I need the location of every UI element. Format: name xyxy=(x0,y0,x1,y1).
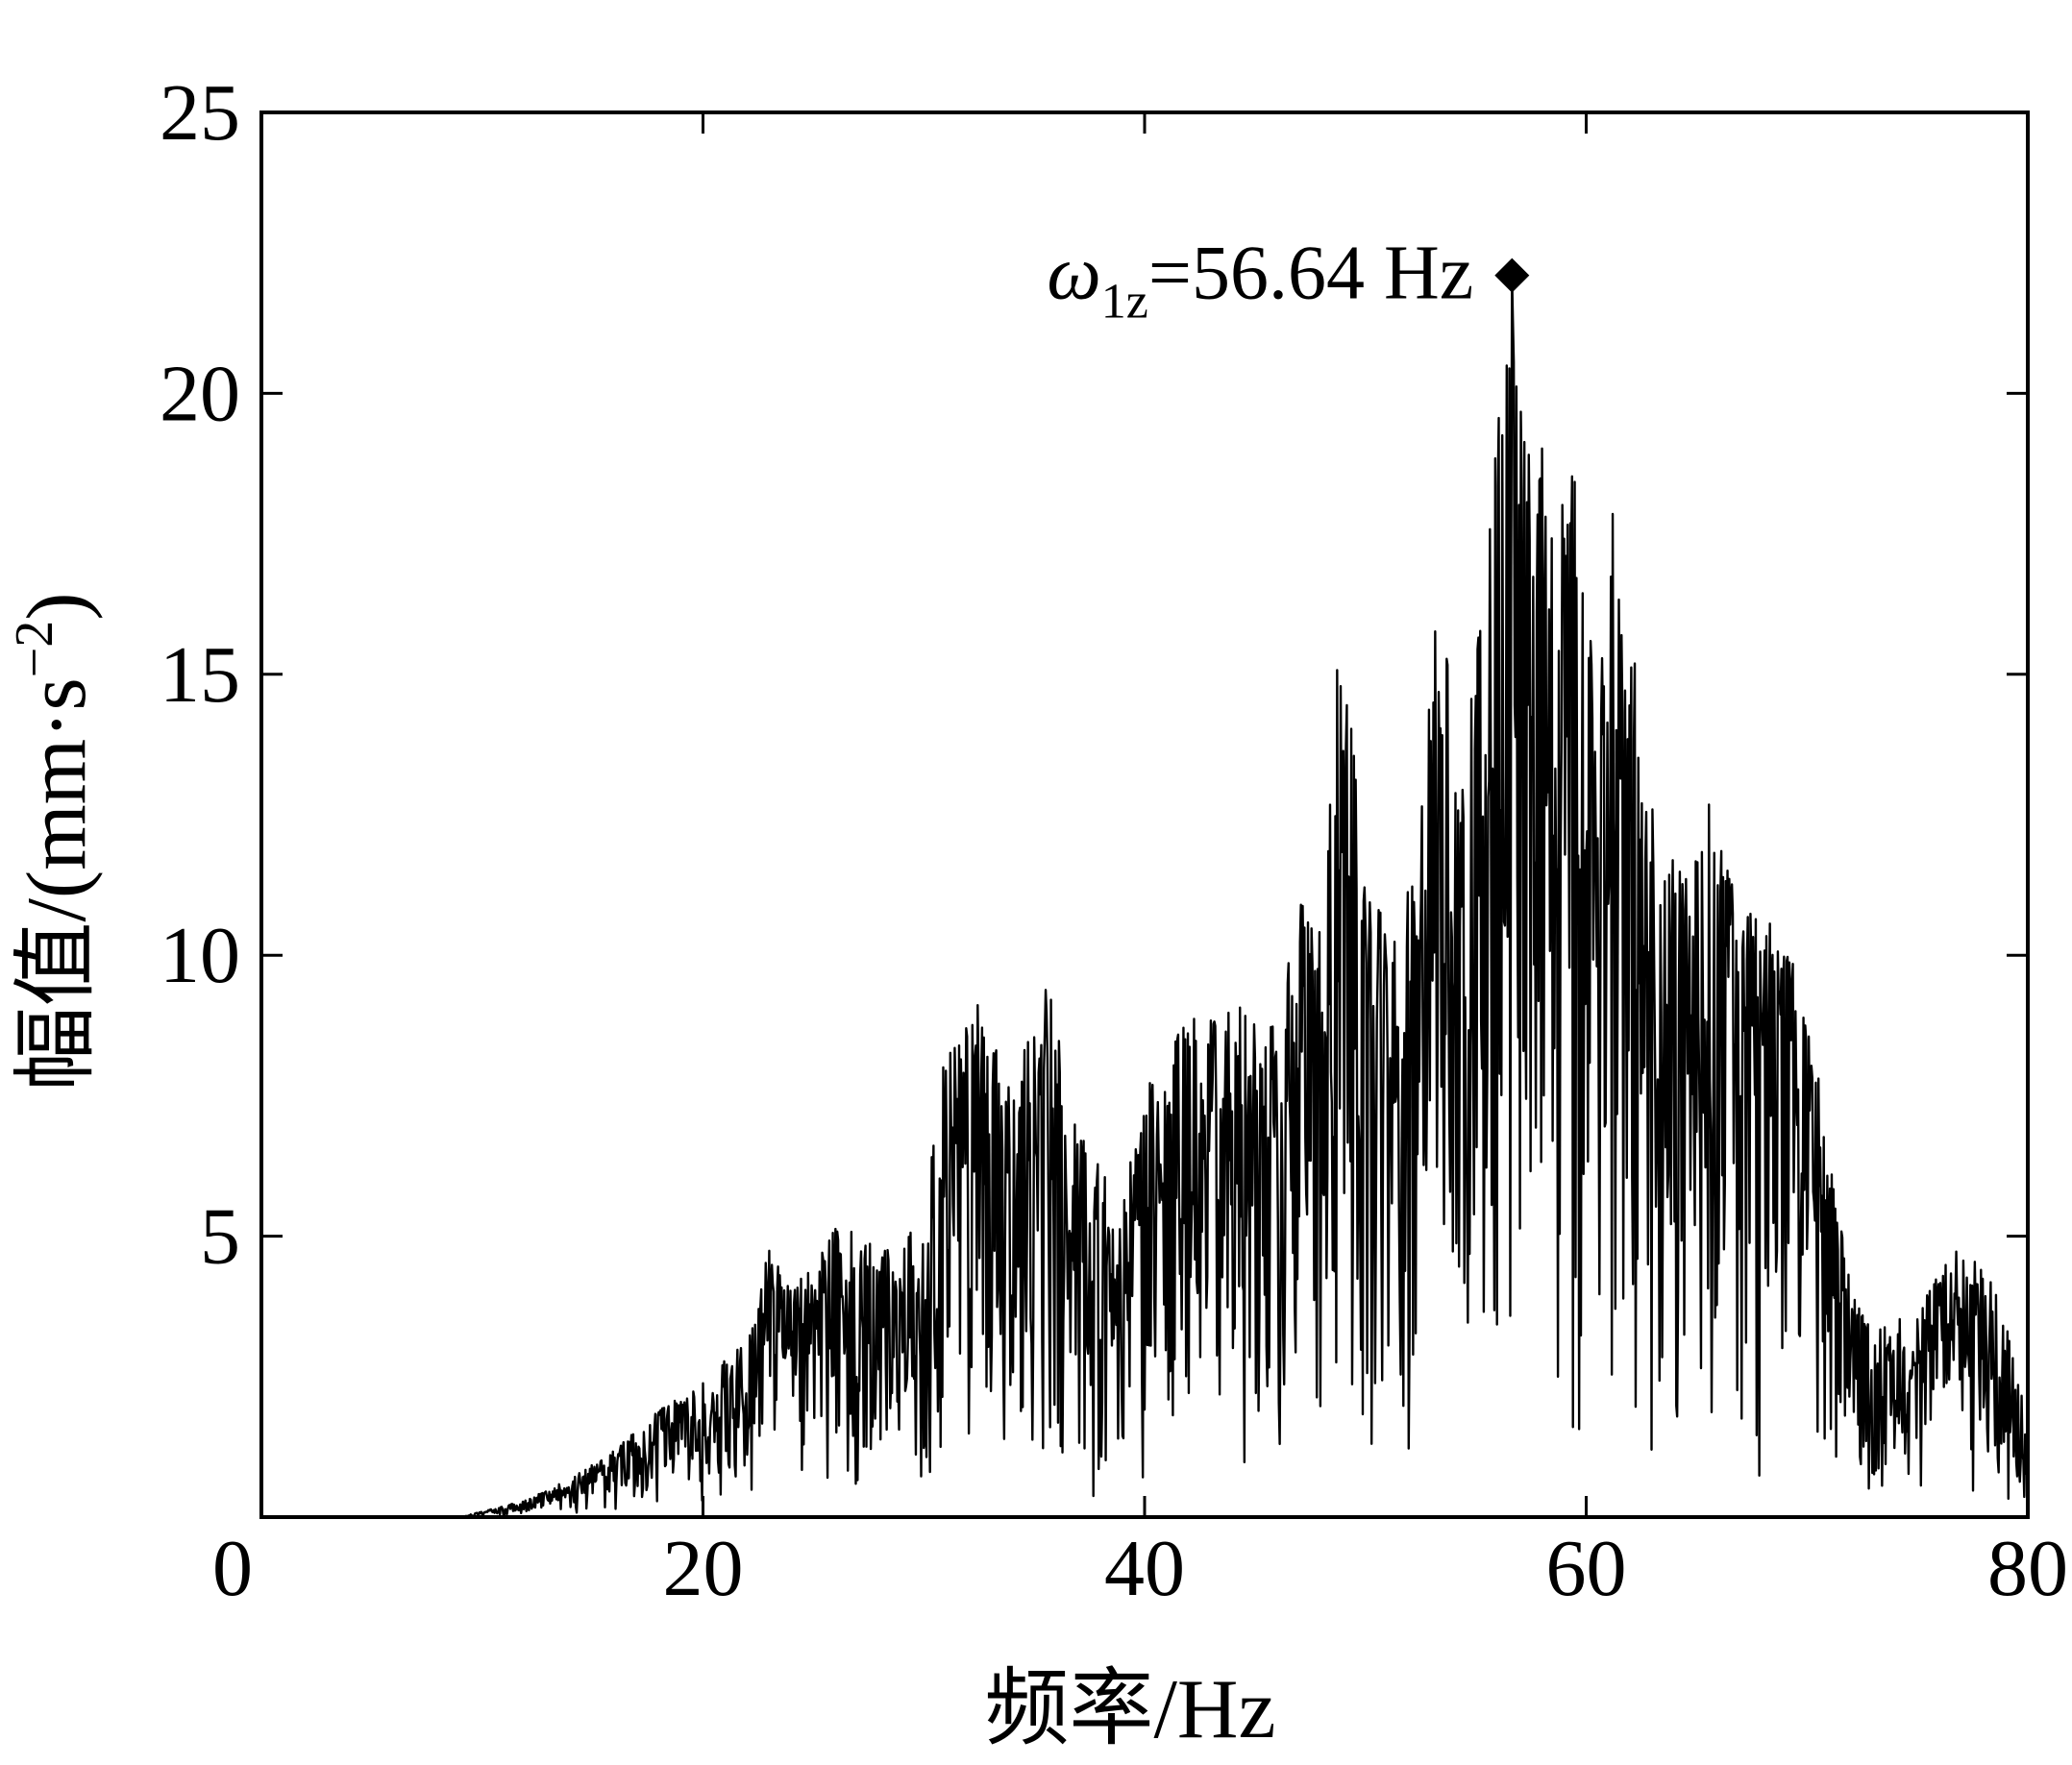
peak-annotation: ω1z=56.64 Hz xyxy=(1047,232,1530,330)
y-tick-label-4: 20 xyxy=(160,349,240,438)
annotation-omega: ω xyxy=(1047,232,1100,316)
peak-diamond-marker xyxy=(1494,257,1530,293)
x-axis-title-text: 频率/Hz xyxy=(984,1663,1275,1756)
x-tick-label-1: 20 xyxy=(663,1524,744,1613)
x-tick-label-0: 0 xyxy=(212,1524,253,1613)
svg-text:ω1z=56.64 Hz: ω1z=56.64 Hz xyxy=(1047,232,1473,330)
y-axis-title: 幅值/(mm·s−2) xyxy=(5,592,104,1091)
y-axis-title-superscript: −2 xyxy=(5,621,64,678)
x-tick-label-4: 80 xyxy=(1987,1524,2068,1613)
x-tick-label-2: 40 xyxy=(1104,1524,1185,1613)
annotation-subscript: 1z xyxy=(1101,275,1148,330)
spectrum-line xyxy=(260,274,2029,1519)
y-axis-title-close: ) xyxy=(11,592,104,620)
y-tick-label-5: 25 xyxy=(160,68,240,158)
x-axis-title: 频率/Hz xyxy=(984,1663,1275,1756)
x-tick-label-3: 60 xyxy=(1546,1524,1627,1613)
y-axis-title-main: 幅值/(mm·s xyxy=(11,677,104,1091)
y-tick-label-3: 15 xyxy=(160,630,240,720)
svg-text:幅值/(mm·s−2): 幅值/(mm·s−2) xyxy=(5,592,104,1091)
y-tick-label-1: 5 xyxy=(200,1192,240,1282)
y-tick-label-2: 10 xyxy=(160,911,240,1000)
annotation-value: =56.64 Hz xyxy=(1148,232,1473,316)
